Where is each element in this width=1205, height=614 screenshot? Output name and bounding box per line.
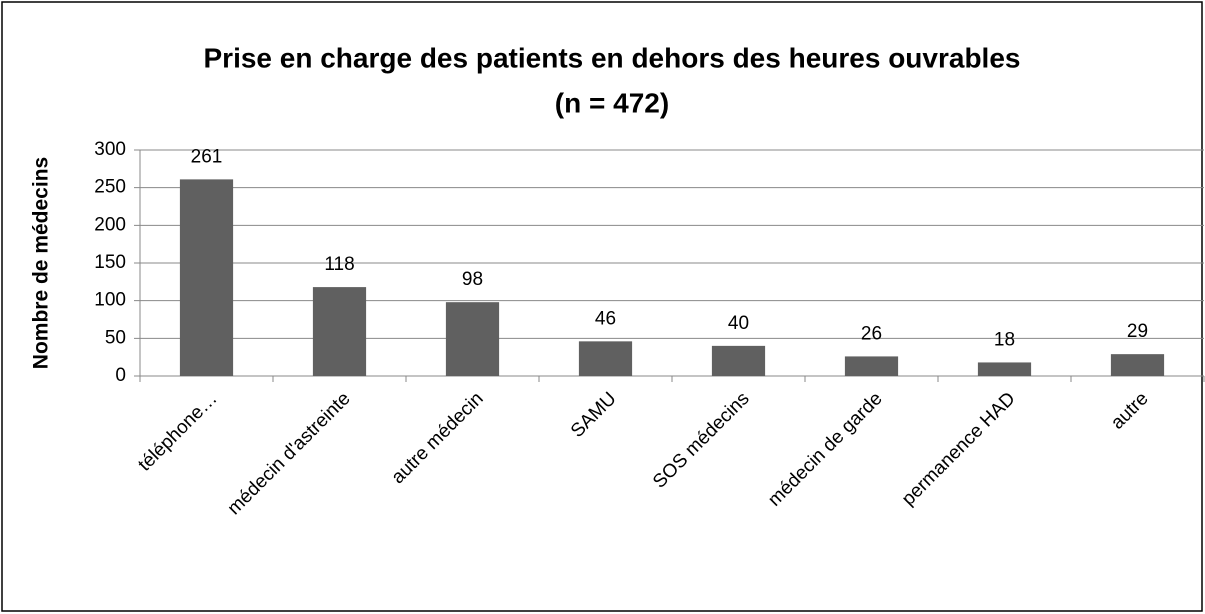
bar <box>179 179 234 376</box>
y-tick-label: 50 <box>105 327 126 348</box>
data-label: 261 <box>191 146 223 167</box>
data-label: 29 <box>1127 321 1148 342</box>
y-tick-label: 300 <box>94 139 126 160</box>
bar <box>977 362 1032 376</box>
data-label: 98 <box>462 269 483 290</box>
y-axis-label: Nombre de médecins <box>30 157 53 369</box>
chart-title: Prise en charge des patients en dehors d… <box>204 42 1021 73</box>
bar <box>312 287 367 376</box>
y-tick-label: 100 <box>94 290 126 311</box>
data-label: 118 <box>324 254 354 275</box>
bar <box>844 356 899 376</box>
y-tick-label: 0 <box>115 365 126 386</box>
data-label: 26 <box>861 323 882 344</box>
y-tick-label: 200 <box>94 214 126 235</box>
chart-subtitle: (n = 472) <box>555 87 669 118</box>
y-tick-label: 250 <box>94 177 126 198</box>
data-label: 46 <box>595 308 616 329</box>
bar <box>445 302 500 376</box>
data-label: 18 <box>994 329 1015 350</box>
y-tick-label: 150 <box>94 252 126 273</box>
bar <box>711 345 766 376</box>
bar <box>578 341 633 376</box>
data-label: 40 <box>728 313 749 334</box>
bar <box>1110 354 1165 376</box>
